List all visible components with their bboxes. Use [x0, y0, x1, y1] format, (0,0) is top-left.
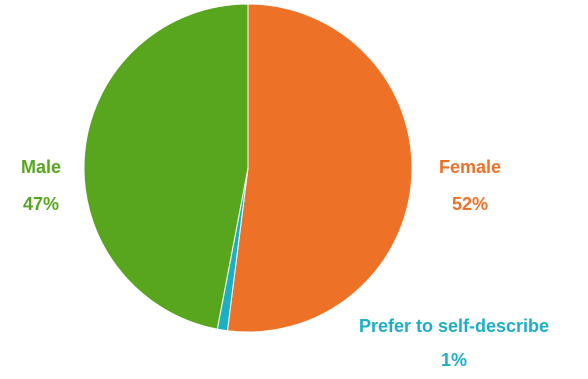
data-label-value-female: 52%: [452, 194, 488, 214]
data-label-value-prefer-to-self-describe: 1%: [441, 350, 467, 370]
data-label-value-male: 47%: [23, 194, 59, 214]
data-label-name-prefer-to-self-describe: Prefer to self-describe: [359, 316, 549, 336]
data-label-name-female: Female: [439, 157, 501, 177]
pie-slice-female: [226, 3, 413, 333]
pie-slice-male: [83, 3, 249, 330]
pie-slices: [83, 3, 413, 333]
pie-labels: Female 52% Prefer to self-describe 1% Male 47…: [21, 157, 549, 370]
data-label-name-male: Male: [21, 157, 61, 177]
